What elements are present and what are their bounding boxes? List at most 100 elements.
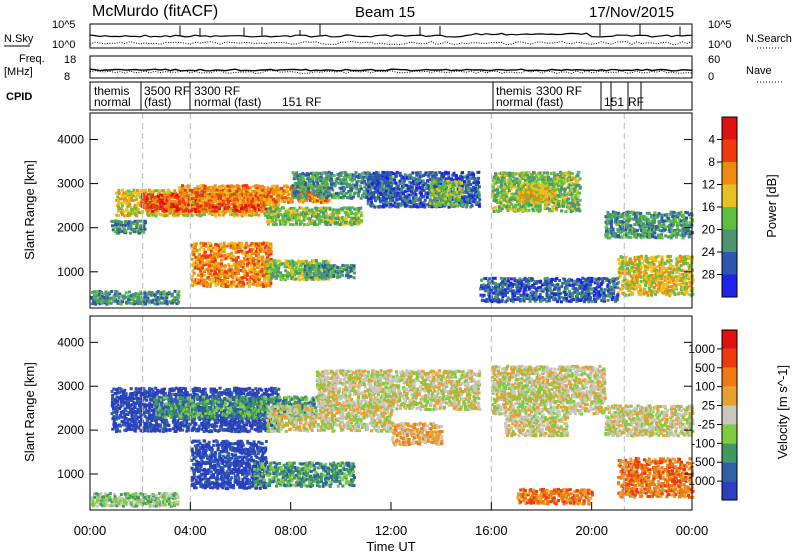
power-cell <box>385 196 389 200</box>
power-cell <box>115 213 119 217</box>
power-cell <box>201 278 205 282</box>
power-cell <box>201 260 205 264</box>
power-cell <box>325 192 329 196</box>
power-cell <box>326 220 330 224</box>
power-cell <box>328 192 332 196</box>
power-cell <box>112 299 116 303</box>
power-cell <box>350 178 354 182</box>
power-cell <box>355 180 359 184</box>
power-cell <box>424 187 428 190</box>
power-cell <box>305 198 309 202</box>
power-cell <box>309 171 313 175</box>
power-cell <box>357 207 361 211</box>
power-cell <box>276 191 280 195</box>
power-cell <box>244 258 248 262</box>
power-cell <box>221 282 225 286</box>
power-cell <box>127 214 131 217</box>
power-cell <box>265 274 269 278</box>
power-cell <box>502 198 506 201</box>
power-cell <box>395 170 399 174</box>
power-cell <box>266 186 270 190</box>
power-cell <box>298 196 302 199</box>
power-cell <box>609 222 613 226</box>
power-cell <box>251 258 255 262</box>
power-cell <box>386 191 390 195</box>
power-cell <box>308 273 312 277</box>
power-cell <box>266 220 269 224</box>
date-title: 17/Nov/2015 <box>589 4 674 21</box>
power-cell <box>141 209 144 213</box>
power-cell <box>167 197 171 201</box>
power-cell <box>413 191 417 195</box>
power-cell <box>472 185 475 189</box>
power-cell <box>205 262 209 266</box>
power-cell <box>558 199 562 203</box>
power-cell <box>517 183 521 187</box>
power-cell <box>199 184 203 188</box>
power-cell <box>185 198 188 202</box>
power-cell <box>201 280 205 284</box>
power-cell <box>182 207 186 211</box>
power-cell <box>408 180 412 184</box>
power-cell <box>405 176 409 180</box>
power-cell <box>404 183 408 187</box>
power-cell <box>502 189 506 193</box>
power-cell <box>251 196 255 200</box>
power-cell <box>575 183 579 187</box>
power-cell <box>604 233 608 237</box>
power-cell <box>221 250 224 254</box>
power-cell <box>345 213 348 216</box>
power-cell <box>513 179 517 183</box>
power-cell <box>92 301 96 305</box>
power-cell <box>163 195 167 199</box>
power-cell <box>475 203 479 207</box>
power-cell <box>213 270 217 274</box>
power-cell <box>214 271 218 275</box>
power-cell <box>387 203 391 207</box>
power-cell <box>303 183 307 187</box>
power-cell <box>257 277 261 281</box>
power-cell <box>289 192 293 196</box>
power-cell <box>231 268 235 272</box>
power-cell <box>312 171 316 175</box>
power-cell <box>421 188 424 192</box>
power-cell <box>494 172 498 176</box>
power-cell <box>222 194 225 197</box>
power-cell <box>203 273 207 277</box>
power-cell <box>177 211 181 215</box>
power-cell <box>241 260 245 264</box>
power-cell <box>309 264 313 268</box>
power-cell <box>143 205 147 209</box>
power-cell <box>563 189 567 193</box>
power-cell <box>159 195 163 199</box>
power-cell <box>261 188 265 192</box>
power-cell <box>150 204 154 208</box>
power-cell <box>427 191 431 194</box>
power-cell <box>424 182 428 185</box>
power-cell <box>153 293 157 297</box>
power-cell <box>203 190 207 194</box>
power-cell <box>420 195 424 199</box>
power-cell <box>315 262 319 265</box>
power-cell <box>161 301 165 305</box>
power-cell <box>449 192 453 196</box>
power-cell <box>351 195 355 199</box>
power-cell <box>245 264 249 268</box>
power-cell <box>570 187 574 190</box>
power-cell <box>212 199 216 202</box>
power-cell <box>316 188 320 192</box>
power-cell <box>217 274 221 278</box>
power-cell <box>190 197 194 201</box>
power-cell <box>174 212 178 216</box>
power-cell <box>556 176 560 180</box>
freq-label-bottom: [MHz] <box>4 66 33 78</box>
power-cell <box>237 250 240 254</box>
power-cell <box>269 260 273 264</box>
power-cell <box>178 189 182 193</box>
power-cell <box>437 184 441 188</box>
power-cell <box>276 206 280 210</box>
power-cell <box>315 270 319 274</box>
power-cell <box>335 191 338 195</box>
power-cell <box>332 264 336 268</box>
power-cell <box>497 205 501 209</box>
